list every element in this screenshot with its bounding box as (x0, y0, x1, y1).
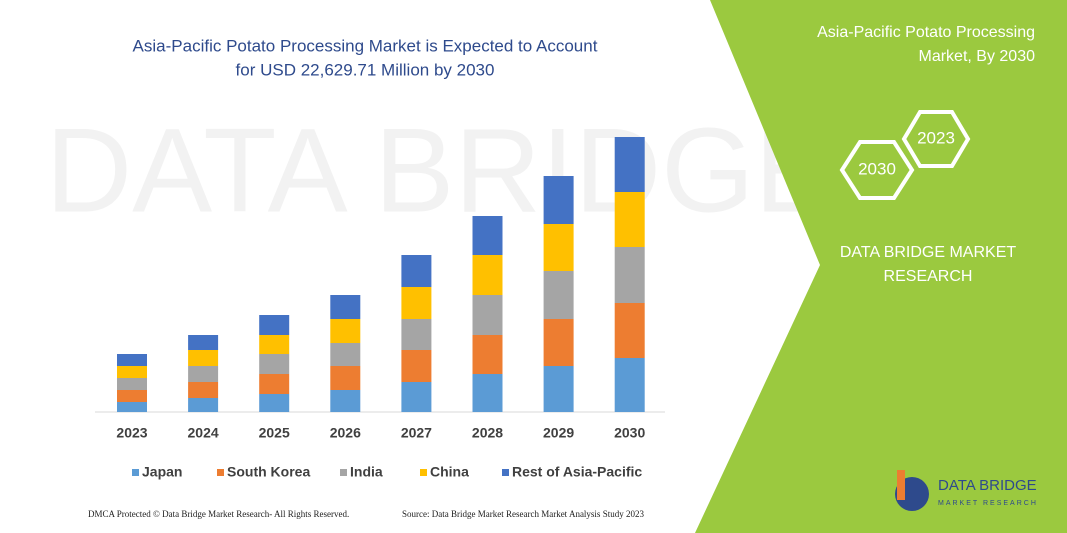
chart-title-line: Asia-Pacific Potato Processing Market is… (133, 36, 598, 55)
bar-segment (259, 394, 290, 412)
bar-segment (614, 303, 645, 358)
watermark: DATA BRIDGE (45, 104, 834, 238)
logo-text: DATA BRIDGE (938, 477, 1037, 494)
bar-segment (401, 255, 432, 287)
bar-segment (117, 354, 147, 366)
bar-segment (472, 335, 503, 374)
bar-segment (117, 366, 147, 378)
bar-segment (330, 319, 361, 343)
bar-segment (330, 295, 361, 319)
footer-text: Source: Data Bridge Market Research Mark… (402, 509, 644, 519)
x-tick-label: 2026 (330, 425, 361, 441)
bar-segment (472, 216, 503, 255)
legend-label: China (430, 464, 469, 480)
logo-icon (897, 470, 905, 500)
bar-segment (472, 374, 503, 412)
legend-swatch (502, 469, 509, 476)
bar-segment (117, 390, 147, 402)
bar-segment (614, 247, 645, 303)
logo-text: MARKET RESEARCH (938, 500, 1038, 507)
bar-segment (188, 398, 219, 412)
bar-segment (188, 366, 219, 382)
bar-segment (401, 319, 432, 350)
bar-segment (117, 402, 147, 412)
legend-label: Rest of Asia-Pacific (512, 464, 642, 480)
bar-segment (543, 366, 574, 412)
side-panel (695, 0, 1067, 533)
bar-segment (472, 255, 503, 295)
bar-segment (259, 354, 290, 374)
legend-swatch (132, 469, 139, 476)
hexagon (901, 110, 971, 168)
x-tick-label: 2027 (401, 425, 432, 441)
bar-segment (259, 374, 290, 394)
hex-label: 2023 (917, 128, 955, 147)
bar-segment (188, 335, 219, 350)
legend-swatch (420, 469, 427, 476)
x-tick-label: 2028 (472, 425, 503, 441)
bar-segment (259, 335, 290, 354)
bar-segment (543, 176, 574, 224)
bar-segment (543, 271, 574, 319)
chart-title-line: for USD 22,629.71 Million by 2030 (236, 60, 495, 79)
bar-segment (614, 137, 645, 192)
brand-text: DATA BRIDGE MARKET (840, 244, 1017, 261)
bar-segment (472, 295, 503, 335)
legend-label: Japan (142, 464, 182, 480)
x-tick-label: 2030 (614, 425, 645, 441)
bar-segment (330, 343, 361, 366)
legend-swatch (217, 469, 224, 476)
bar-segment (259, 315, 290, 335)
hex-label: 2030 (858, 159, 896, 178)
bar-segment (330, 366, 361, 390)
bar-segment (614, 192, 645, 247)
panel-title: Market, By 2030 (919, 48, 1036, 65)
bar-segment (614, 358, 645, 412)
bar-segment (543, 224, 574, 271)
x-tick-label: 2024 (188, 425, 219, 441)
bar-segment (188, 350, 219, 366)
x-tick-label: 2023 (116, 425, 147, 441)
legend-label: South Korea (227, 464, 310, 480)
bar-segment (188, 382, 219, 398)
bar-segment (330, 390, 361, 412)
x-tick-label: 2025 (259, 425, 290, 441)
bar-segment (401, 382, 432, 412)
brand-text: RESEARCH (884, 268, 973, 285)
bar-segment (543, 319, 574, 366)
panel-title: Asia-Pacific Potato Processing (817, 24, 1035, 41)
hexagon (839, 140, 915, 200)
footer-text: DMCA Protected © Data Bridge Market Rese… (88, 509, 349, 519)
bar-segment (117, 378, 147, 390)
legend-label: India (350, 464, 383, 480)
bar-segment (401, 287, 432, 319)
x-tick-label: 2029 (543, 425, 574, 441)
bar-segment (401, 350, 432, 382)
legend-swatch (340, 469, 347, 476)
